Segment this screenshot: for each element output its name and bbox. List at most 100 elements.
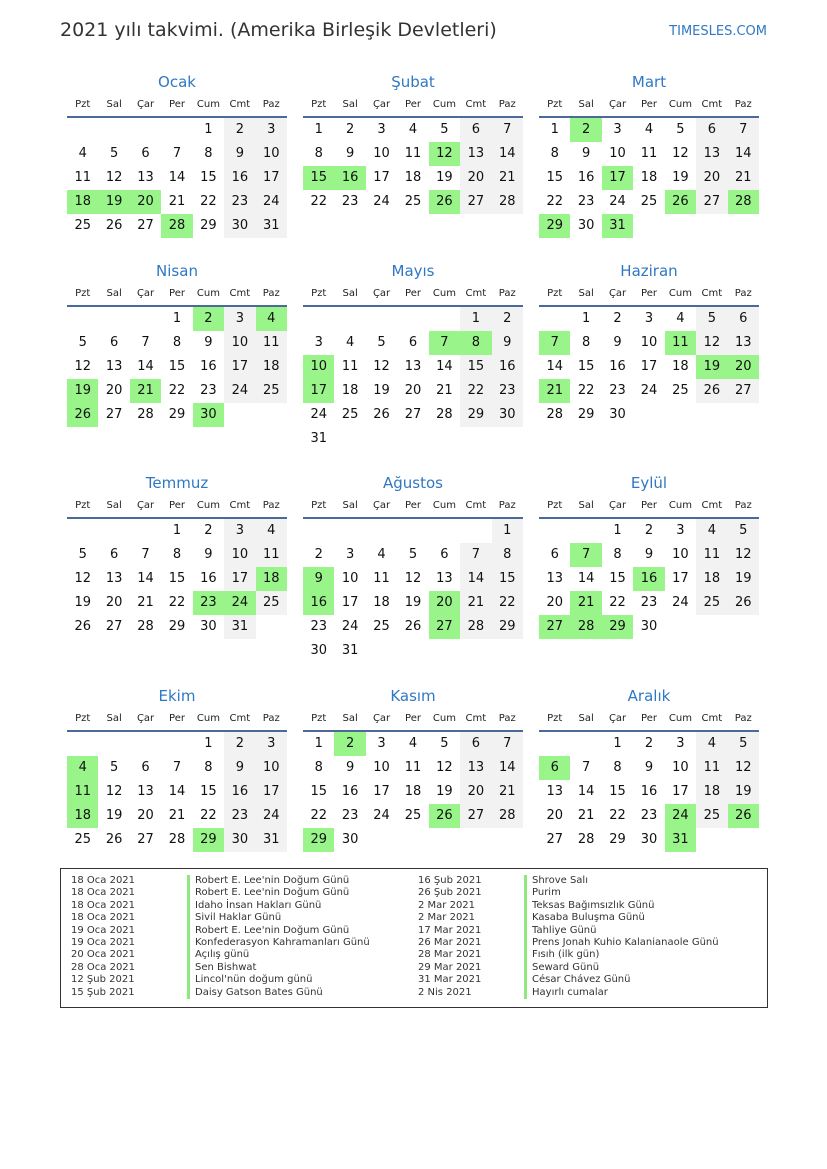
day-cell[interactable]: 12	[105, 170, 123, 185]
day-cell[interactable]: 23	[577, 194, 595, 209]
day-cell[interactable]: 3	[255, 118, 287, 142]
day-cell[interactable]: 22	[546, 194, 563, 209]
day-cell[interactable]: 29	[491, 615, 523, 639]
day-cell[interactable]: 28	[491, 190, 523, 214]
holiday-day-cell[interactable]: 29	[192, 828, 225, 852]
day-cell[interactable]: 3	[345, 547, 355, 562]
day-cell[interactable]: 20	[546, 595, 563, 610]
day-cell[interactable]: 18	[341, 383, 359, 398]
day-cell[interactable]: 28	[137, 619, 154, 634]
day-cell[interactable]: 19	[436, 170, 453, 185]
day-cell[interactable]: 4	[696, 519, 728, 543]
day-cell[interactable]: 2	[224, 118, 256, 142]
holiday-day-cell[interactable]: 4	[255, 307, 287, 331]
day-cell[interactable]: 9	[204, 547, 213, 562]
day-cell[interactable]: 4	[644, 122, 654, 137]
day-cell[interactable]: 10	[341, 571, 359, 586]
day-cell[interactable]: 13	[436, 571, 453, 586]
day-cell[interactable]: 31	[224, 615, 256, 639]
day-cell[interactable]: 28	[137, 407, 154, 422]
day-cell[interactable]: 11	[404, 760, 422, 775]
day-cell[interactable]: 22	[200, 194, 217, 209]
day-cell[interactable]: 31	[341, 643, 359, 658]
day-cell[interactable]: 24	[373, 808, 390, 823]
day-cell[interactable]: 17	[672, 571, 689, 586]
day-cell[interactable]: 1	[460, 307, 492, 331]
day-cell[interactable]: 5	[78, 335, 87, 350]
day-cell[interactable]: 17	[373, 170, 390, 185]
day-cell[interactable]: 9	[345, 146, 355, 161]
holiday-day-cell[interactable]: 26	[67, 403, 99, 427]
day-cell[interactable]: 14	[436, 359, 453, 374]
holiday-day-cell[interactable]: 7	[570, 543, 602, 567]
day-cell[interactable]: 8	[204, 146, 213, 161]
day-cell[interactable]: 1	[172, 523, 182, 538]
day-cell[interactable]: 10	[255, 142, 287, 166]
day-cell[interactable]: 16	[609, 359, 626, 374]
day-cell[interactable]: 14	[168, 170, 186, 185]
day-cell[interactable]: 12	[74, 359, 91, 374]
day-cell[interactable]: 17	[255, 166, 287, 190]
holiday-day-cell[interactable]: 8	[460, 331, 492, 355]
day-cell[interactable]: 3	[377, 122, 386, 137]
day-cell[interactable]: 1	[204, 736, 213, 751]
day-cell[interactable]: 23	[341, 808, 359, 823]
day-cell[interactable]: 20	[105, 595, 123, 610]
day-cell[interactable]: 17	[255, 780, 287, 804]
day-cell[interactable]: 17	[224, 355, 256, 379]
day-cell[interactable]: 20	[696, 166, 728, 190]
day-cell[interactable]: 22	[168, 383, 186, 398]
day-cell[interactable]: 14	[727, 142, 759, 166]
day-cell[interactable]: 23	[310, 619, 327, 634]
day-cell[interactable]: 4	[408, 122, 418, 137]
day-cell[interactable]: 22	[577, 383, 595, 398]
day-cell[interactable]: 25	[255, 591, 287, 615]
day-cell[interactable]: 3	[613, 122, 622, 137]
day-cell[interactable]: 5	[440, 736, 449, 751]
day-cell[interactable]: 13	[460, 142, 492, 166]
day-cell[interactable]: 3	[224, 519, 256, 543]
day-cell[interactable]: 10	[640, 335, 658, 350]
day-cell[interactable]: 13	[460, 756, 492, 780]
day-cell[interactable]: 1	[491, 519, 523, 543]
holiday-day-cell[interactable]: 2	[570, 118, 602, 142]
day-cell[interactable]: 10	[609, 146, 626, 161]
day-cell[interactable]: 8	[314, 146, 323, 161]
holiday-day-cell[interactable]: 2	[192, 307, 225, 331]
holiday-day-cell[interactable]: 11	[664, 331, 697, 355]
day-cell[interactable]: 8	[550, 146, 559, 161]
holiday-day-cell[interactable]: 16	[334, 166, 366, 190]
day-cell[interactable]: 26	[696, 379, 728, 403]
day-cell[interactable]: 11	[255, 543, 287, 567]
day-cell[interactable]: 18	[255, 355, 287, 379]
day-cell[interactable]: 25	[640, 194, 658, 209]
day-cell[interactable]: 23	[200, 383, 217, 398]
day-cell[interactable]: 10	[255, 756, 287, 780]
day-cell[interactable]: 29	[460, 403, 492, 427]
day-cell[interactable]: 8	[613, 547, 622, 562]
holiday-day-cell[interactable]: 29	[303, 828, 335, 852]
day-cell[interactable]: 27	[546, 832, 563, 847]
day-cell[interactable]: 1	[613, 523, 622, 538]
day-cell[interactable]: 28	[491, 804, 523, 828]
day-cell[interactable]: 19	[105, 808, 123, 823]
day-cell[interactable]: 12	[373, 359, 390, 374]
day-cell[interactable]: 28	[460, 615, 492, 639]
day-cell[interactable]: 4	[676, 311, 685, 326]
day-cell[interactable]: 7	[141, 335, 150, 350]
day-cell[interactable]: 6	[141, 146, 150, 161]
holiday-day-cell[interactable]: 27	[539, 615, 571, 639]
day-cell[interactable]: 26	[404, 619, 422, 634]
day-cell[interactable]: 30	[609, 407, 626, 422]
day-cell[interactable]: 27	[696, 190, 728, 214]
day-cell[interactable]: 16	[200, 571, 217, 586]
day-cell[interactable]: 11	[696, 543, 728, 567]
day-cell[interactable]: 19	[436, 784, 453, 799]
day-cell[interactable]: 25	[74, 218, 91, 233]
day-cell[interactable]: 14	[137, 571, 154, 586]
day-cell[interactable]: 21	[168, 808, 186, 823]
day-cell[interactable]: 21	[168, 194, 186, 209]
day-cell[interactable]: 3	[676, 523, 685, 538]
day-cell[interactable]: 5	[78, 547, 87, 562]
day-cell[interactable]: 6	[440, 547, 449, 562]
